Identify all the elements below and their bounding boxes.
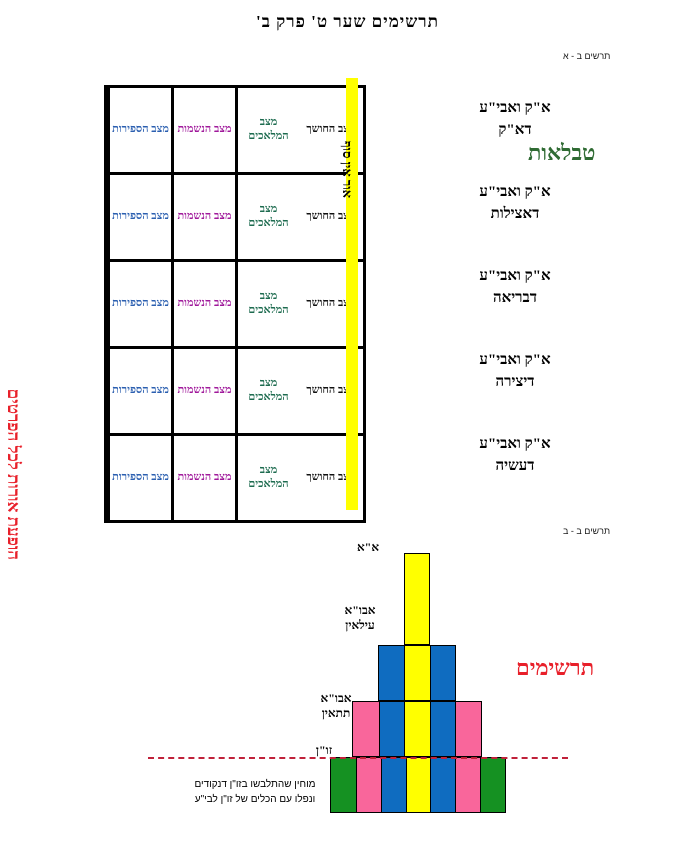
ein-sof-bar — [346, 78, 358, 510]
cell-hoshech: מצב החושך — [306, 297, 356, 310]
row-label-line2: דבריאה — [492, 289, 537, 306]
row-label-beriah: א"ק ואבי"ע דבריאה — [420, 266, 610, 310]
cell-sefirot: מצב הספירות — [107, 349, 171, 433]
pyramid-label-line1: אבו"א — [344, 603, 376, 617]
figure-tag-b: תרשים ב - ב — [563, 526, 611, 536]
pyramid-tier-1 — [404, 553, 430, 645]
tarshimim-heading: תרשימים — [516, 655, 595, 680]
cell-malachim: מצב המלאכים — [235, 349, 299, 433]
row-label-line1: א"ק ואבי"ע — [479, 184, 551, 200]
pyramid-segment-blue — [429, 702, 456, 756]
cell-hoshech: מצב החושך — [306, 471, 356, 484]
pyramid-caption: מוחין שהתלבשו בזו"ן דנקודים ונפלו עם הכל… — [160, 777, 350, 807]
parsa-dashed-line — [148, 757, 568, 759]
pyramid-label-arich-anpin: א"א — [356, 540, 380, 554]
row-label-line2: דעשיה — [495, 457, 535, 474]
cell-hoshech: מצב החושך — [306, 123, 356, 136]
tablaot-heading: טבלאות — [528, 140, 596, 165]
cell-hoshech: מצב החושך — [306, 210, 356, 223]
figure-tag-a: תרשים ב - א — [563, 51, 611, 61]
table-row: מצב הספירות מצב הנשמות מצב המלאכים מצב ה… — [107, 88, 363, 175]
pyramid-segment-blue — [380, 758, 406, 812]
table-row: מצב הספירות מצב הנשמות מצב המלאכים מצב ה… — [107, 175, 363, 262]
table-row: מצב הספירות מצב הנשמות מצב המלאכים מצב ה… — [107, 349, 363, 436]
row-label-line1: א"ק ואבי"ע — [479, 100, 551, 116]
partzufim-pyramid — [330, 553, 560, 813]
row-label-line1: א"ק ואבי"ע — [479, 352, 551, 368]
row-label-line1: א"ק ואבי"ע — [479, 436, 551, 452]
pyramid-segment-pink — [455, 758, 481, 812]
pyramid-segment-blue — [430, 758, 456, 812]
cell-sefirot: מצב הספירות — [107, 175, 171, 259]
cell-neshamot: מצב הנשמות — [171, 88, 235, 172]
side-note-orot: הופעת אורות לכל הפרטים — [4, 388, 23, 560]
row-label-asiyah: א"ק ואבי"ע דעשיה — [420, 434, 610, 478]
pyramid-segment-pink — [455, 702, 481, 756]
pyramid-segment-green — [331, 758, 356, 812]
row-label-line2: דיצירה — [495, 373, 535, 390]
pyramid-label-line1: אבו"א — [320, 691, 352, 705]
pyramid-label-zon: זו"ן — [315, 743, 333, 757]
pyramid-tier-3 — [352, 701, 482, 757]
row-label-line1: א"ק ואבי"ע — [479, 268, 551, 284]
pyramid-segment-pink — [353, 702, 379, 756]
cell-malachim: מצב המלאכים — [235, 436, 299, 520]
cell-malachim: מצב המלאכים — [235, 262, 299, 346]
pyramid-segment-yellow — [405, 758, 431, 812]
pyramid-segment-blue — [429, 646, 455, 700]
pyramid-label-line2: תתאין — [321, 706, 351, 720]
pyramid-segment-pink — [355, 758, 381, 812]
pyramid-caption-line1: מוחין שהתלבשו בזו"ן דנקודים — [194, 779, 316, 790]
cell-neshamot: מצב הנשמות — [171, 175, 235, 259]
pyramid-tier-4 — [330, 757, 506, 813]
cell-hoshech: מצב החושך — [306, 384, 356, 397]
pyramid-segment-blue — [378, 702, 405, 756]
pyramid-segment-yellow — [405, 554, 429, 644]
row-label-line2: דא"ק — [498, 121, 532, 138]
cell-malachim: מצב המלאכים — [235, 175, 299, 259]
pyramid-segment-yellow — [404, 702, 430, 756]
pyramid-segment-green — [480, 758, 505, 812]
page-title: תרשימים שער ט' פרק ב' — [256, 12, 439, 31]
ein-sof-bar-label: אור אין סוף — [340, 140, 355, 198]
row-label-line2: דאצילות — [490, 205, 540, 222]
pyramid-caption-line2: ונפלו עם הכלים של זו"ן לבי"ע — [194, 794, 316, 805]
cell-sefirot: מצב הספירות — [107, 88, 171, 172]
pyramid-segment-yellow — [404, 646, 430, 700]
cell-neshamot: מצב הנשמות — [171, 349, 235, 433]
pyramid-label-abba-imma-ilaiin: אבו"א עילאין — [318, 603, 402, 633]
row-label-adam-kadmon: א"ק ואבי"ע דא"ק — [420, 98, 610, 142]
cell-malachim: מצב המלאכים — [235, 88, 299, 172]
row-label-yetzirah: א"ק ואבי"ע דיצירה — [420, 350, 610, 394]
cell-sefirot: מצב הספירות — [107, 262, 171, 346]
row-label-atzilut: א"ק ואבי"ע דאצילות — [420, 182, 610, 226]
pyramid-label-abba-imma-tataiin: אבו"א תתאין — [294, 691, 378, 721]
table-row: מצב הספירות מצב הנשמות מצב המלאכים מצב ה… — [107, 436, 363, 520]
pyramid-segment-blue — [379, 646, 405, 700]
pyramid-tier-2 — [378, 645, 456, 701]
table-row: מצב הספירות מצב הנשמות מצב המלאכים מצב ה… — [107, 262, 363, 349]
pyramid-label-line2: עילאין — [345, 618, 375, 632]
worlds-table: מצב הספירות מצב הנשמות מצב המלאכים מצב ה… — [104, 85, 366, 523]
cell-neshamot: מצב הנשמות — [171, 262, 235, 346]
cell-neshamot: מצב הנשמות — [171, 436, 235, 520]
cell-sefirot: מצב הספירות — [107, 436, 171, 520]
